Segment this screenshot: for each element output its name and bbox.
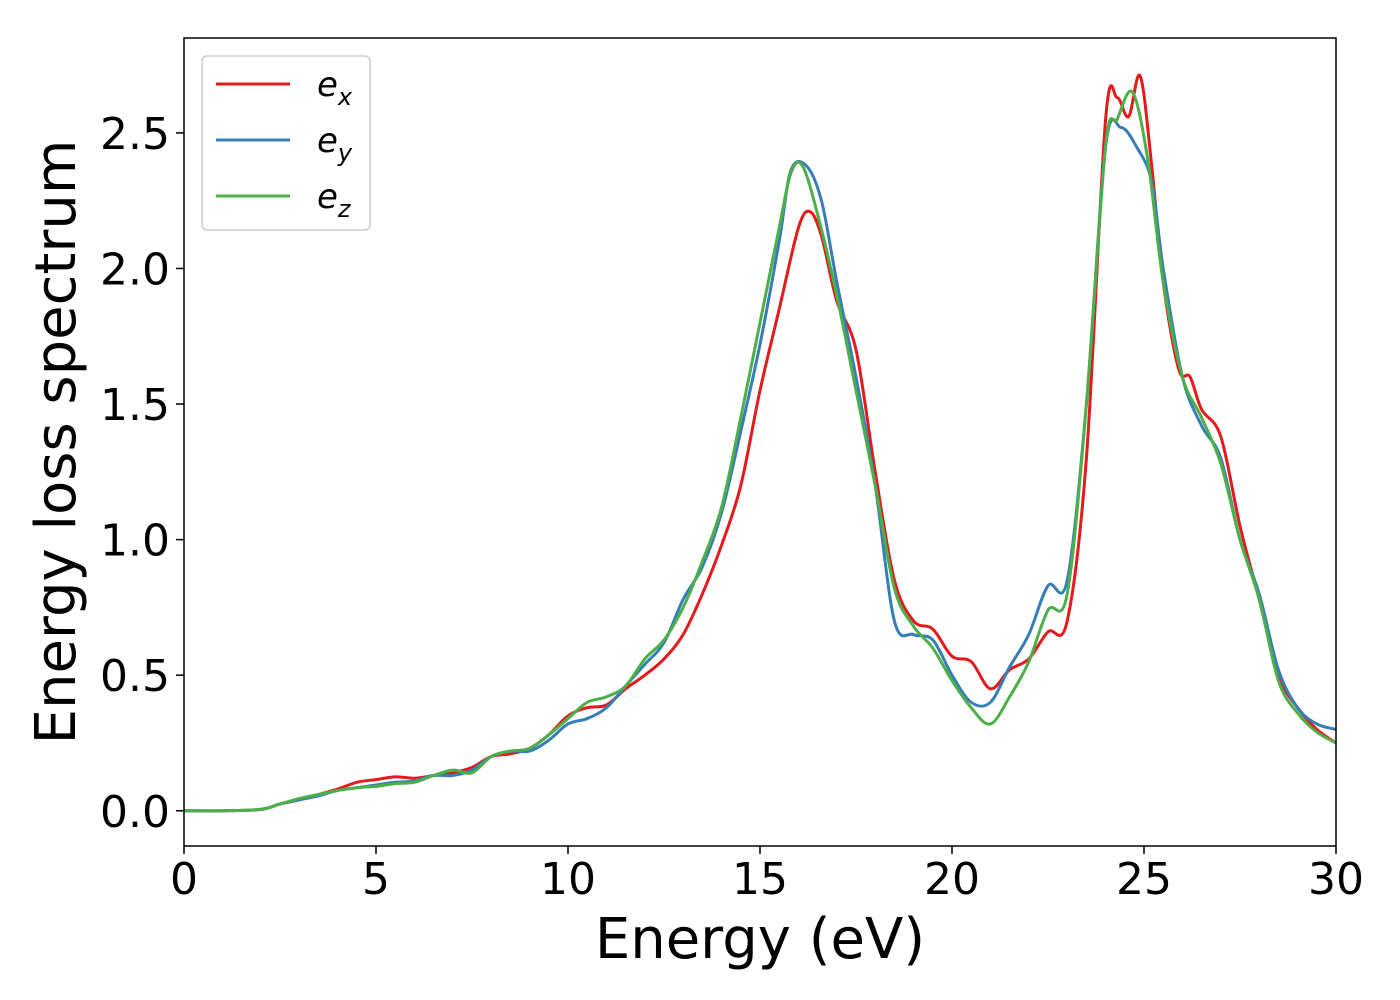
legend-label-x: ex (317, 65, 353, 111)
y-axis-ticks: 0.0 0.5 1.0 1.5 2.0 2.5 (100, 109, 184, 838)
y-tick-label: 2.5 (100, 109, 170, 160)
series-line-e-z (183, 89, 1337, 813)
legend-label-y: ey (317, 121, 353, 167)
y-tick-label: 1.0 (100, 516, 170, 567)
legend-box (201, 55, 371, 231)
x-tick-label: 30 (1308, 854, 1364, 905)
y-tick-label: 1.5 (100, 380, 170, 431)
y-axis-label: Energy loss spectrum (24, 140, 89, 745)
x-tick-label: 0 (170, 854, 198, 905)
x-tick-label: 10 (540, 854, 596, 905)
x-axis-label: Energy (eV) (595, 907, 925, 972)
x-tick-label: 15 (732, 854, 788, 905)
legend-label-z: ez (317, 177, 352, 223)
series-layer (183, 73, 1337, 813)
y-tick-label: 0.0 (100, 787, 170, 838)
x-tick-label: 5 (362, 854, 390, 905)
y-tick-label: 2.0 (100, 244, 170, 295)
y-tick-label: 0.5 (100, 651, 170, 702)
x-axis-ticks: 0 5 10 15 20 25 30 (170, 846, 1364, 905)
x-tick-label: 25 (1116, 854, 1172, 905)
x-tick-label: 20 (924, 854, 980, 905)
legend: ex ey ez (201, 55, 371, 231)
